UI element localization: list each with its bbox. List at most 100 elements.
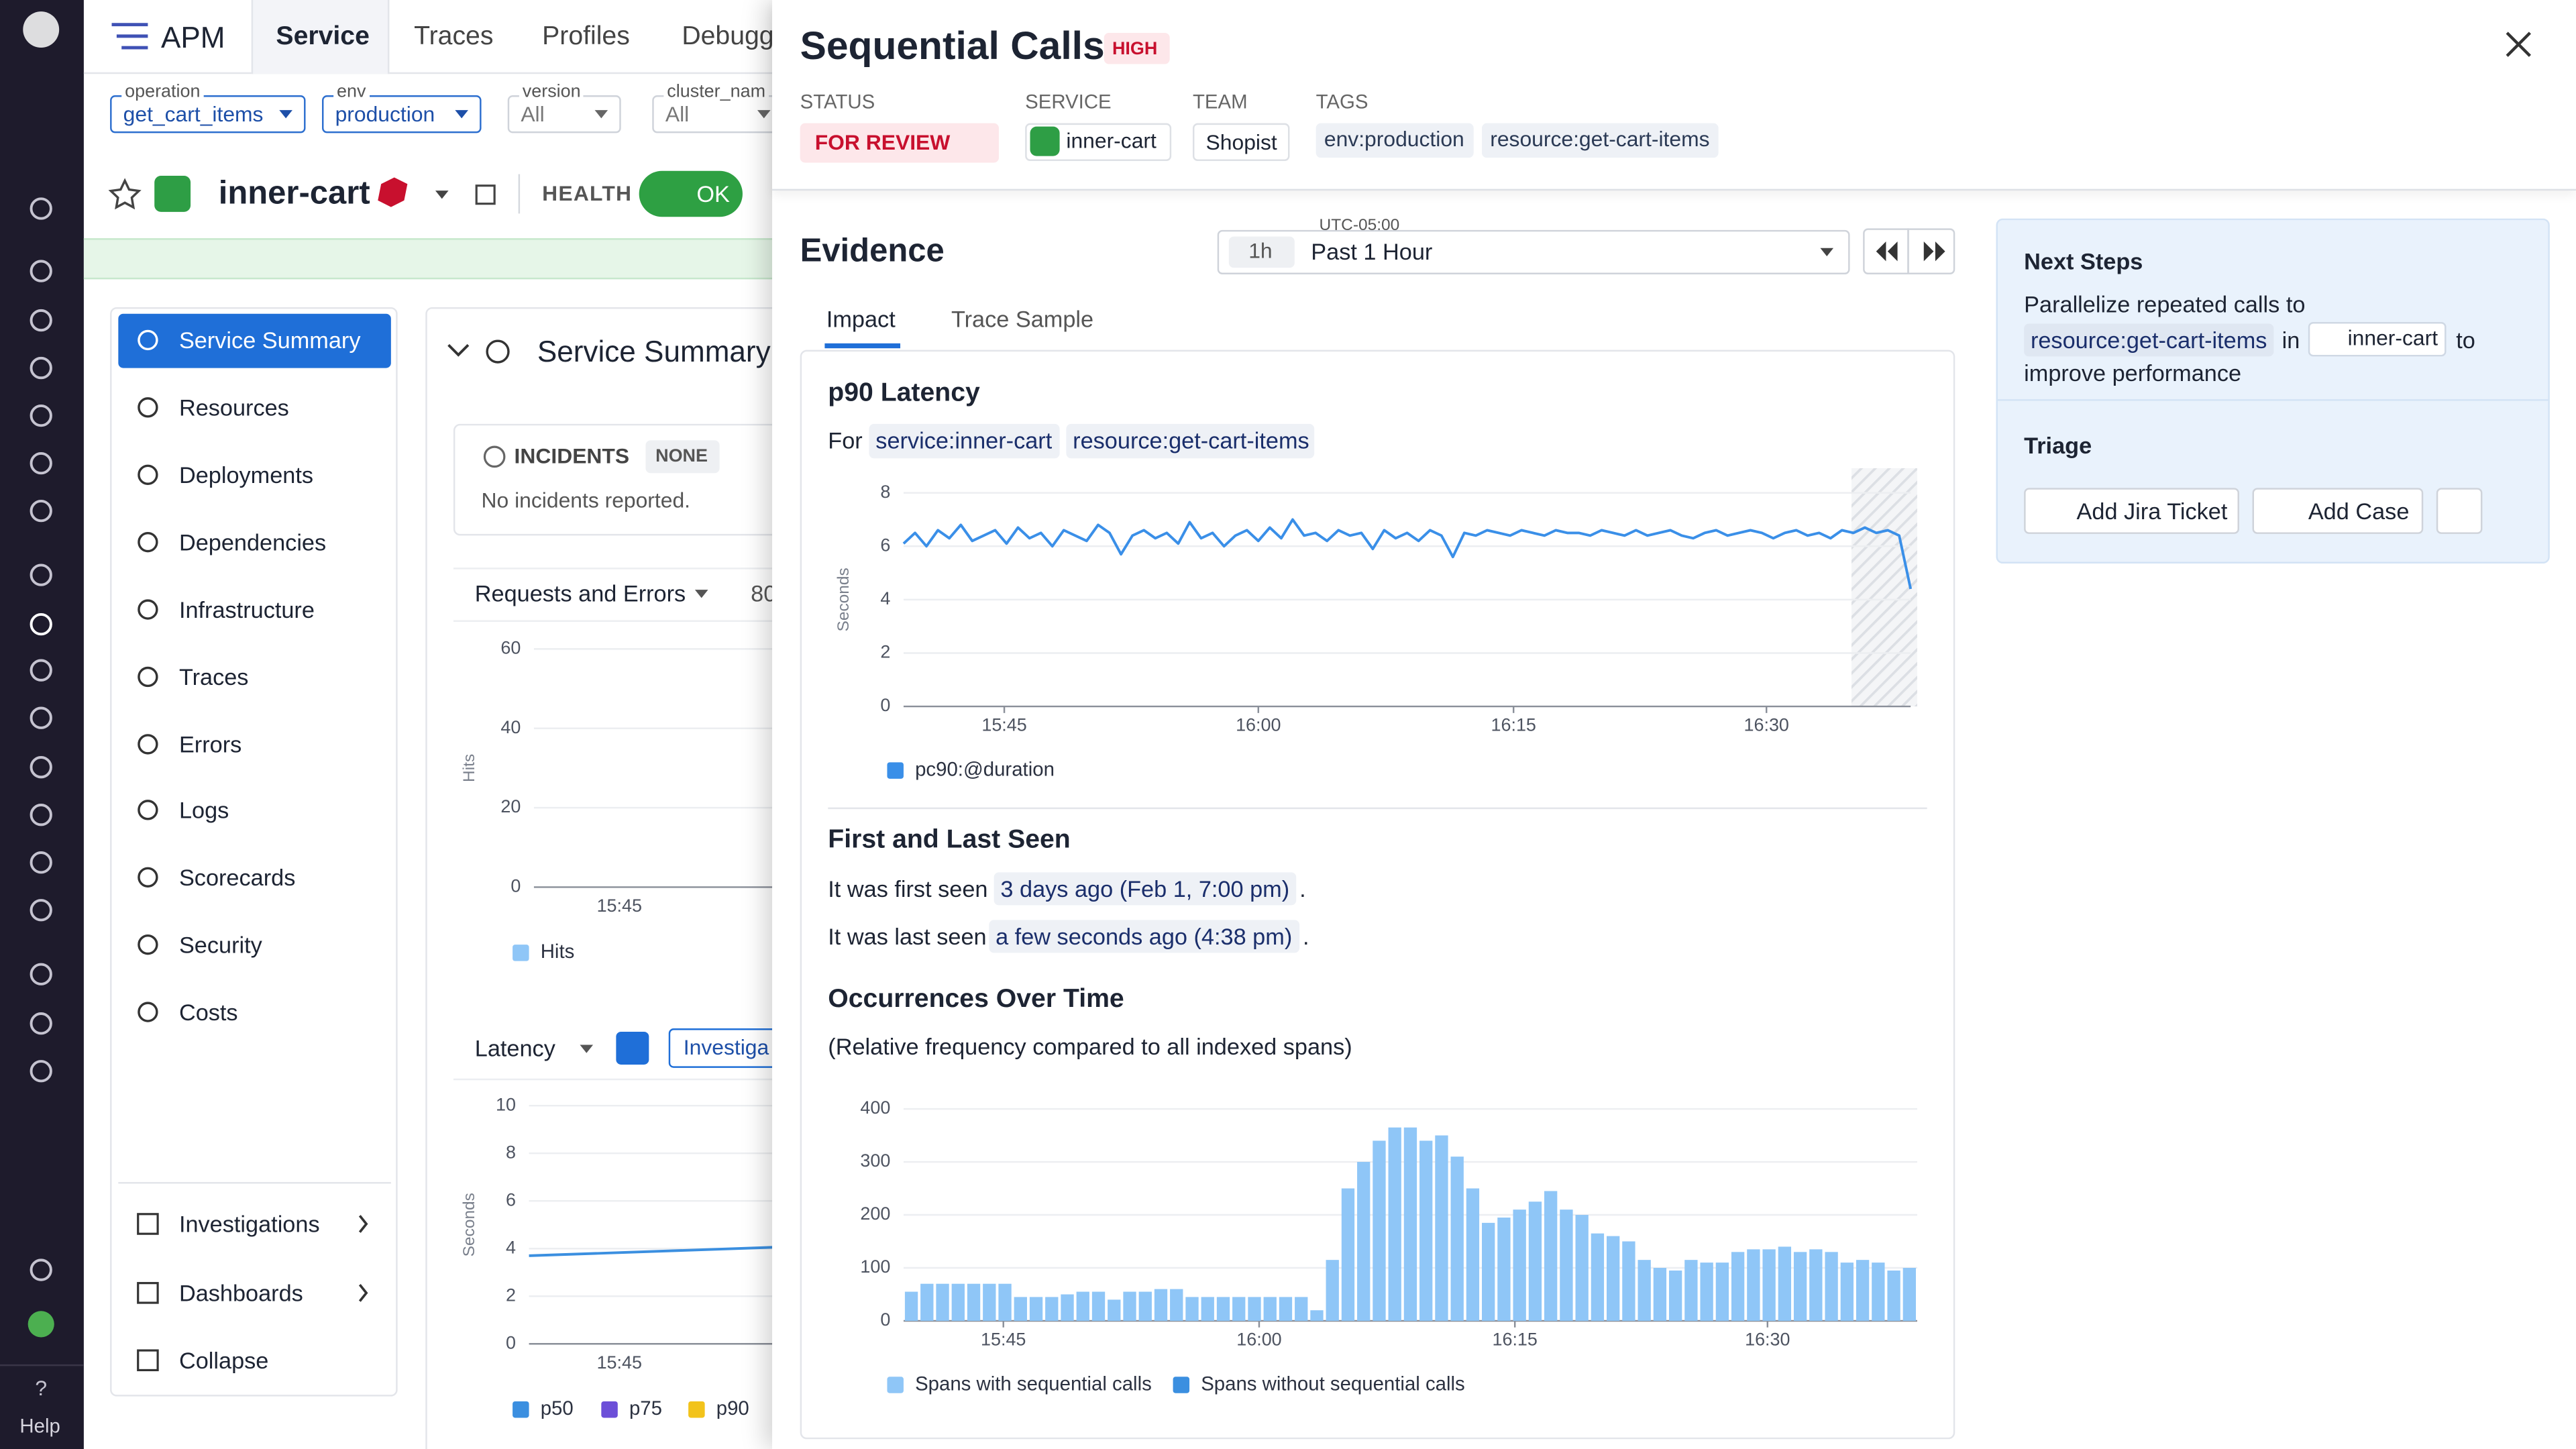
- triage-button[interactable]: [2252, 488, 2424, 534]
- filter-label: cluster_nam: [663, 82, 769, 102]
- tag: resource:get-cart-items: [1490, 126, 1710, 152]
- card-title: p90 Latency: [828, 379, 980, 408]
- field-label: SERVICE: [1025, 90, 1112, 113]
- next-steps-text: to: [2456, 327, 2475, 354]
- investigate-label: Investiga: [683, 1034, 769, 1060]
- health-status: OK: [696, 180, 730, 207]
- health-label: HEALTH: [542, 180, 633, 206]
- button-label: Add Jira Ticket: [2076, 498, 2228, 525]
- sidebar-card: [110, 307, 398, 1397]
- incidents-label: INCIDENTS: [514, 443, 630, 468]
- status-strip: [83, 238, 790, 280]
- sidebar-item[interactable]: Collapse: [178, 1347, 269, 1374]
- tag: service:inner-cart: [875, 427, 1053, 453]
- next-steps-divider: [1997, 399, 2548, 401]
- time-range: Past 1 Hour: [1311, 238, 1433, 265]
- sidebar-item[interactable]: Dependencies: [178, 529, 327, 555]
- seen-text: It was last seen: [828, 923, 987, 950]
- sidebar-item[interactable]: Resources: [178, 394, 289, 421]
- time-forward[interactable]: [1907, 228, 1955, 274]
- severity-badge: [1104, 32, 1170, 64]
- section-title: Evidence: [800, 233, 945, 270]
- card-title: Next Steps: [2024, 248, 2143, 274]
- punctuation: .: [1299, 875, 1306, 902]
- service-name: inner-cart: [218, 176, 370, 212]
- sidebar-item[interactable]: Infrastructure: [178, 596, 315, 623]
- nav-tab[interactable]: Service: [276, 23, 370, 51]
- app-title: APM: [161, 21, 225, 54]
- tag: resource:get-cart-items: [2024, 323, 2274, 357]
- filter-box[interactable]: [322, 95, 482, 133]
- filter-label: operation: [121, 82, 204, 102]
- seen-text: It was first seen: [828, 875, 988, 902]
- tag-chip: [1481, 123, 1719, 158]
- next-steps-text: Parallelize repeated calls to: [2024, 290, 2306, 317]
- tab-active-bg: [251, 0, 390, 74]
- time-back[interactable]: [1863, 228, 1909, 274]
- widget-title: Requests and Errors: [474, 580, 686, 606]
- time-chip: [1228, 236, 1295, 268]
- tag-chip: [869, 423, 1060, 459]
- severity-text: HIGH: [1112, 39, 1158, 60]
- next-steps-text: improve performance: [2024, 360, 2242, 386]
- team-value: Shopist: [1205, 129, 1277, 155]
- health-pill[interactable]: [639, 170, 743, 217]
- punctuation: .: [1303, 923, 1309, 950]
- panel-title: Sequential Calls: [800, 24, 1105, 69]
- sidebar-item[interactable]: Security: [178, 931, 262, 958]
- card-title: First and Last Seen: [828, 826, 1071, 855]
- filter-label: env: [333, 82, 370, 102]
- incidents-badge-text: NONE: [655, 447, 708, 467]
- nav-tab[interactable]: Debugg: [682, 23, 774, 51]
- tag: resource:get-cart-items: [1073, 427, 1309, 453]
- evidence-card: [800, 350, 1955, 1440]
- card-subtitle: (Relative frequency compared to all inde…: [828, 1033, 1352, 1060]
- field-label: TAGS: [1316, 90, 1368, 113]
- service-value: inner-cart: [1066, 128, 1157, 153]
- tab-underline: [824, 343, 901, 349]
- card-title: Occurrences Over Time: [828, 985, 1124, 1014]
- status-dropdown[interactable]: [800, 123, 999, 163]
- nav-rail: [0, 0, 84, 1449]
- service-value: inner-cart: [2347, 325, 2438, 350]
- nav-tab[interactable]: Traces: [414, 23, 494, 51]
- sidebar-item[interactable]: Traces: [178, 663, 249, 690]
- seen-value: a few seconds ago (4:38 pm): [989, 920, 1299, 953]
- sidebar-item[interactable]: Errors: [178, 731, 242, 757]
- for-label: For: [828, 427, 863, 453]
- tag: env:production: [1324, 126, 1464, 152]
- time-picker[interactable]: [1217, 229, 1850, 274]
- sidebar-item[interactable]: Deployments: [178, 462, 314, 488]
- tab[interactable]: Impact: [826, 305, 896, 332]
- field-label: TEAM: [1192, 90, 1248, 113]
- sidebar-active: [118, 313, 391, 368]
- service-pill: [2308, 322, 2447, 357]
- timezone: UTC-05:00: [1314, 217, 1405, 237]
- tag-chip: [1316, 123, 1474, 158]
- filter-label: version: [519, 82, 584, 102]
- service-icon: [154, 176, 191, 212]
- nav-tab[interactable]: Profiles: [542, 23, 630, 51]
- panel-header: [772, 0, 2576, 191]
- copy-icon: [475, 184, 496, 205]
- sidebar-item[interactable]: Scorecards: [178, 864, 296, 891]
- incidents-text: No incidents reported.: [481, 488, 691, 513]
- sidebar-item[interactable]: Logs: [178, 796, 229, 823]
- sidebar-item[interactable]: Dashboards: [178, 1279, 303, 1306]
- sidebar-item[interactable]: Investigations: [178, 1210, 320, 1238]
- filter-value: get_cart_items: [123, 101, 264, 127]
- language-icon: [378, 177, 408, 207]
- section-title: Service Summary: [537, 335, 771, 368]
- time-chip-text: 1h: [1248, 238, 1273, 263]
- sidebar-item[interactable]: Costs: [178, 998, 238, 1026]
- triage-button[interactable]: [2024, 488, 2239, 534]
- card-title: Triage: [2024, 432, 2092, 459]
- link-button[interactable]: [2436, 488, 2483, 534]
- sidebar-item[interactable]: Service Summary: [178, 327, 361, 354]
- widget-extra: 80: [751, 580, 777, 606]
- filter-box[interactable]: [110, 95, 306, 133]
- team-pill: [1192, 123, 1290, 162]
- tab[interactable]: Trace Sample: [951, 305, 1094, 332]
- incidents-badge: [645, 440, 720, 474]
